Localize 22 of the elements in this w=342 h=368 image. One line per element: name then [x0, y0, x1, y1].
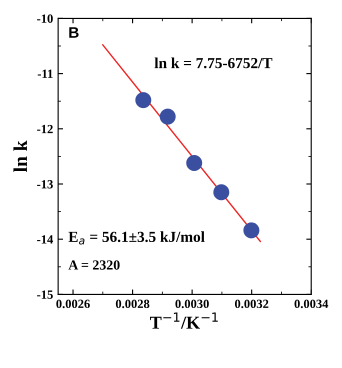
x-tick-label: 0.0034 — [294, 300, 328, 308]
annotation: A = 2320 — [68, 260, 120, 270]
annotation: ln k = 7.75-6752/T — [154, 57, 272, 68]
y-tick-label: -13 — [37, 180, 53, 188]
point — [135, 92, 152, 108]
y-tick-label: -12 — [37, 124, 53, 134]
y-tick-label: -10 — [37, 14, 53, 23]
y-tick-label: -14 — [37, 235, 54, 244]
point — [186, 155, 202, 171]
x-tick-label: 0.0028 — [116, 300, 150, 308]
x-axis-title: T$^{−1}$/K$^{−1}$ — [150, 312, 218, 329]
y-tick-label: -15 — [37, 290, 53, 299]
y-tick-label: -11 — [38, 70, 53, 78]
y-axis-title: ln k — [13, 140, 27, 172]
point — [243, 222, 260, 238]
annotation: E$_{a}$ = 56.1±3.5 kJ/mol — [68, 231, 205, 245]
point — [160, 108, 176, 125]
x-tick-label: 0.0026 — [56, 300, 90, 308]
x-tick-label: 0.0030 — [175, 300, 209, 308]
annotation: B — [69, 27, 79, 38]
point — [213, 184, 230, 200]
x-tick-label: 0.0032 — [234, 300, 268, 308]
